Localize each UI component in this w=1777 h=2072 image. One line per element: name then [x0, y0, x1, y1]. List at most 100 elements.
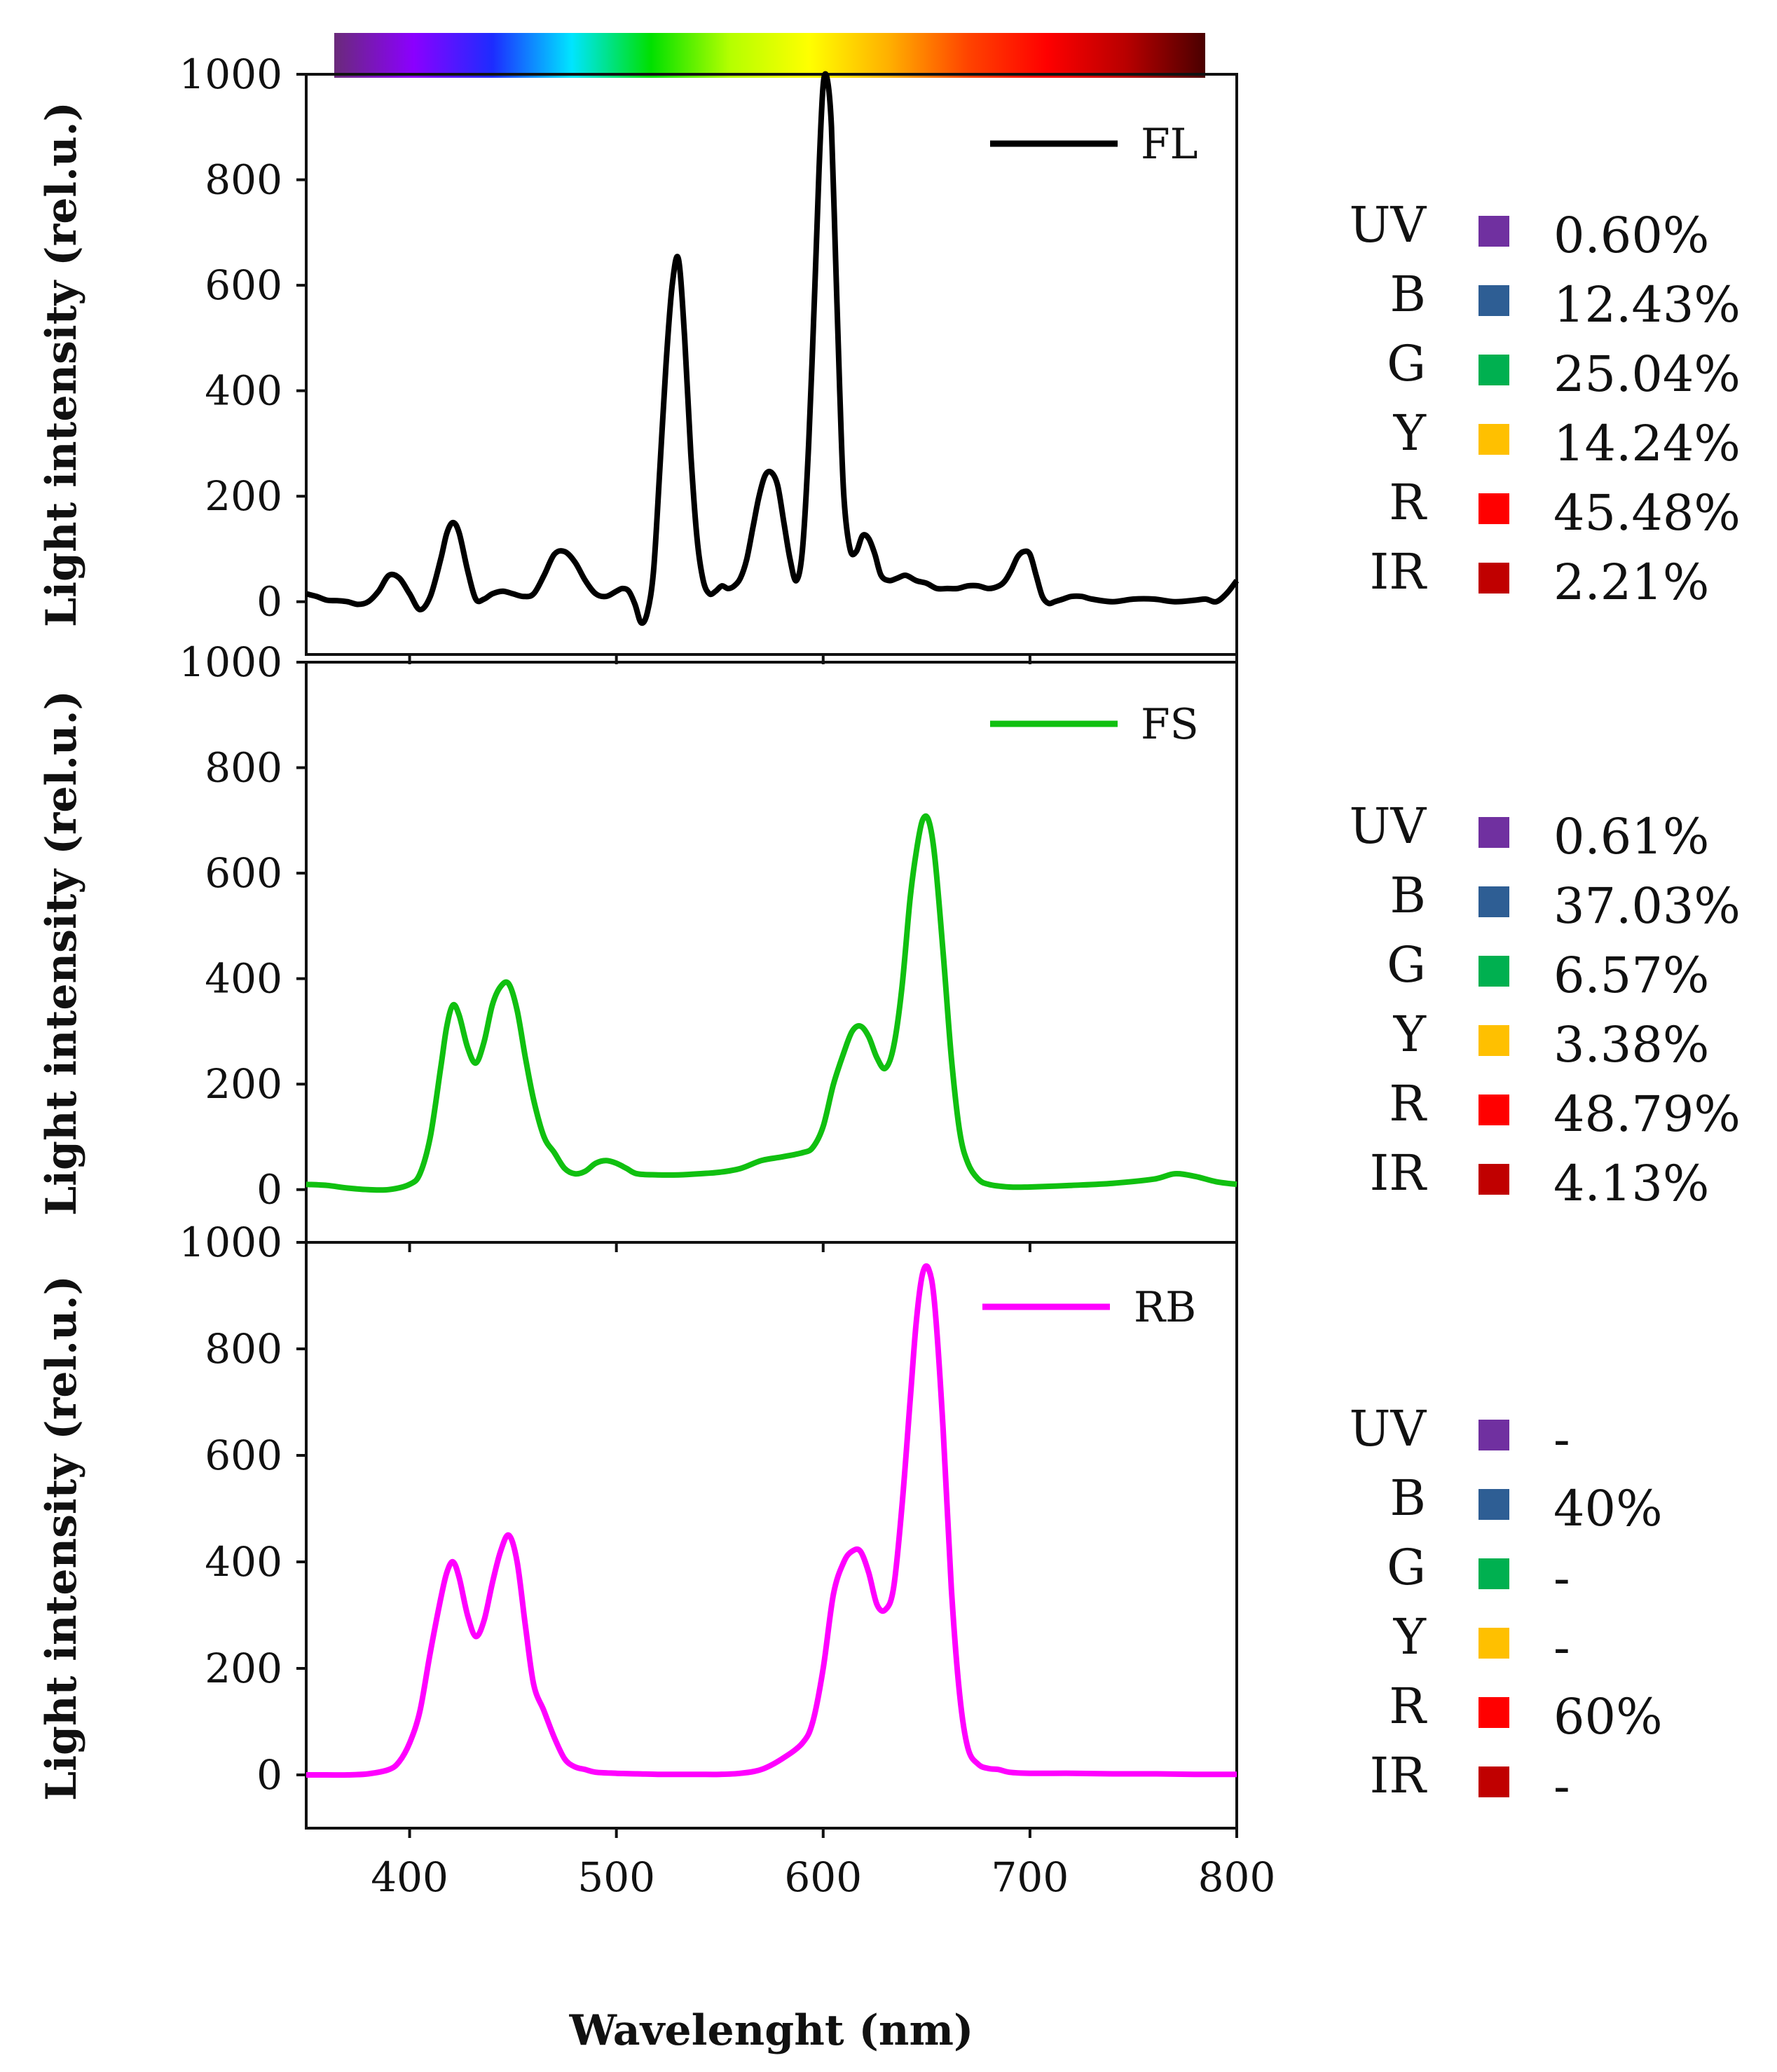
- spectral-table-rb: UV - B 40% G - Y - R 60% IR -: [1349, 1400, 1662, 1815]
- band-swatch-y: [1478, 1025, 1509, 1056]
- band-swatch-y: [1478, 1628, 1509, 1659]
- band-value-ir: 4.13%: [1553, 1155, 1709, 1212]
- band-value-b: 40%: [1553, 1480, 1663, 1537]
- band-value-b: 37.03%: [1553, 877, 1741, 935]
- band-value-ir: 2.21%: [1553, 554, 1709, 611]
- x-tick-label: 400: [371, 1853, 448, 1901]
- y-tick-label: 400: [205, 1538, 282, 1586]
- band-label-g: G: [1387, 1539, 1426, 1596]
- band-swatch-b: [1478, 1489, 1509, 1520]
- x-axis-ticks: 400 500 600 700 800: [371, 1828, 1275, 1901]
- y-tick-label: 0: [256, 1751, 282, 1799]
- band-swatch-r: [1478, 1697, 1509, 1728]
- band-value-y: 14.24%: [1553, 415, 1741, 472]
- panel-rb: 0 200 400 600 800 1000 400 500 600 700 800 RB Lig…: [37, 1219, 1275, 1901]
- panel-fs: 0 200 400 600 800 1000 FS Light intensity (re…: [37, 638, 1238, 1252]
- band-label-r: R: [1389, 474, 1427, 531]
- y-tick-label: 600: [205, 261, 282, 309]
- band-label-b: B: [1390, 1469, 1426, 1527]
- plot-frame: [305, 73, 1238, 656]
- band-label-uv: UV: [1349, 797, 1427, 855]
- band-value-y: 3.38%: [1553, 1016, 1709, 1073]
- band-swatch-b: [1478, 886, 1509, 917]
- y-tick-label: 400: [205, 367, 282, 415]
- y-axis-ticks: 0 200 400 600 800 1000: [179, 638, 306, 1214]
- band-value-g: 25.04%: [1553, 345, 1741, 403]
- fs-spectrum-line: [306, 813, 1237, 1193]
- y-tick-label: 200: [205, 1060, 282, 1108]
- band-value-g: 6.57%: [1553, 947, 1709, 1004]
- plot-frame: [305, 661, 1238, 1244]
- band-value-r: 60%: [1553, 1688, 1663, 1745]
- y-tick-label: 1000: [179, 638, 282, 686]
- panel-fl: 0 200 400 600 800 1000 FL Light intensity (re…: [37, 50, 1240, 664]
- y-axis-title: Light intensity (rel.u.): [37, 1275, 86, 1801]
- x-tick-label: 500: [577, 1853, 655, 1901]
- band-swatch-b: [1478, 285, 1509, 316]
- y-tick-label: 600: [205, 849, 282, 897]
- plot-frame: [305, 1241, 1238, 1830]
- y-tick-label: 200: [205, 1645, 282, 1692]
- rb-spectrum-line: [306, 1263, 1237, 1778]
- band-value-r: 45.48%: [1553, 484, 1741, 542]
- y-tick-label: 1000: [179, 1219, 282, 1266]
- band-swatch-y: [1478, 424, 1509, 455]
- band-label-b: B: [1390, 266, 1426, 323]
- band-value-uv: 0.60%: [1553, 207, 1709, 264]
- x-axis-title: Wavelenght (nm): [569, 2006, 974, 2055]
- x-tick-label: 800: [1198, 1853, 1276, 1901]
- band-swatch-g: [1478, 956, 1509, 987]
- x-tick-label: 600: [784, 1853, 862, 1901]
- band-swatch-uv: [1478, 216, 1509, 247]
- band-swatch-ir: [1478, 1164, 1509, 1195]
- y-tick-label: 0: [256, 1166, 282, 1214]
- y-axis-ticks: 0 200 400 600 800 1000: [179, 50, 306, 626]
- y-tick-label: 600: [205, 1432, 282, 1479]
- band-label-uv: UV: [1349, 1400, 1427, 1457]
- band-value-uv: -: [1553, 1411, 1570, 1468]
- y-tick-label: 800: [205, 1325, 282, 1373]
- y-axis-title: Light intensity (rel.u.): [37, 102, 86, 627]
- band-label-g: G: [1387, 936, 1426, 994]
- band-value-ir: -: [1553, 1757, 1570, 1815]
- band-value-y: -: [1553, 1619, 1570, 1676]
- spectral-table-fl: UV 0.60% B 12.43% G 25.04% Y 14.24% R 45.48% IR 2.2…: [1349, 196, 1740, 611]
- band-swatch-uv: [1478, 817, 1509, 848]
- band-swatch-uv: [1478, 1420, 1509, 1450]
- y-tick-label: 400: [205, 955, 282, 1003]
- band-value-uv: 0.61%: [1553, 808, 1709, 865]
- band-label-b: B: [1390, 867, 1426, 924]
- spectral-table-fs: UV 0.61% B 37.03% G 6.57% Y 3.38% R 48.79% IR 4.13%: [1349, 797, 1740, 1212]
- band-swatch-r: [1478, 493, 1509, 524]
- band-label-g: G: [1387, 335, 1426, 392]
- band-label-ir: IR: [1370, 1144, 1428, 1202]
- band-value-b: 12.43%: [1553, 276, 1741, 334]
- band-label-r: R: [1389, 1678, 1427, 1735]
- band-swatch-ir: [1478, 1766, 1509, 1797]
- band-label-y: Y: [1393, 1608, 1427, 1666]
- band-swatch-ir: [1478, 563, 1509, 594]
- legend-label-fl: FL: [1141, 120, 1198, 169]
- fl-spectrum-line: [305, 71, 1240, 626]
- y-tick-label: 800: [205, 744, 282, 792]
- band-swatch-g: [1478, 355, 1509, 385]
- legend-label-rb: RB: [1134, 1283, 1196, 1332]
- x-tick-label: 700: [992, 1853, 1069, 1901]
- y-tick-label: 1000: [179, 50, 282, 98]
- y-axis-title: Light intensity (rel.u.): [37, 690, 86, 1216]
- band-label-ir: IR: [1370, 543, 1428, 601]
- band-value-r: 48.79%: [1553, 1085, 1741, 1143]
- band-label-y: Y: [1393, 1006, 1427, 1063]
- x-axis-ticks: [408, 1242, 1238, 1252]
- band-label-uv: UV: [1349, 196, 1427, 254]
- y-axis-ticks: 0 200 400 600 800 1000: [179, 1219, 306, 1799]
- y-tick-label: 800: [205, 156, 282, 204]
- y-tick-label: 200: [205, 472, 282, 520]
- y-tick-label: 0: [256, 578, 282, 626]
- band-swatch-g: [1478, 1558, 1509, 1589]
- band-value-g: -: [1553, 1549, 1570, 1607]
- band-label-r: R: [1389, 1075, 1427, 1132]
- band-swatch-r: [1478, 1095, 1509, 1125]
- band-label-ir: IR: [1370, 1747, 1428, 1804]
